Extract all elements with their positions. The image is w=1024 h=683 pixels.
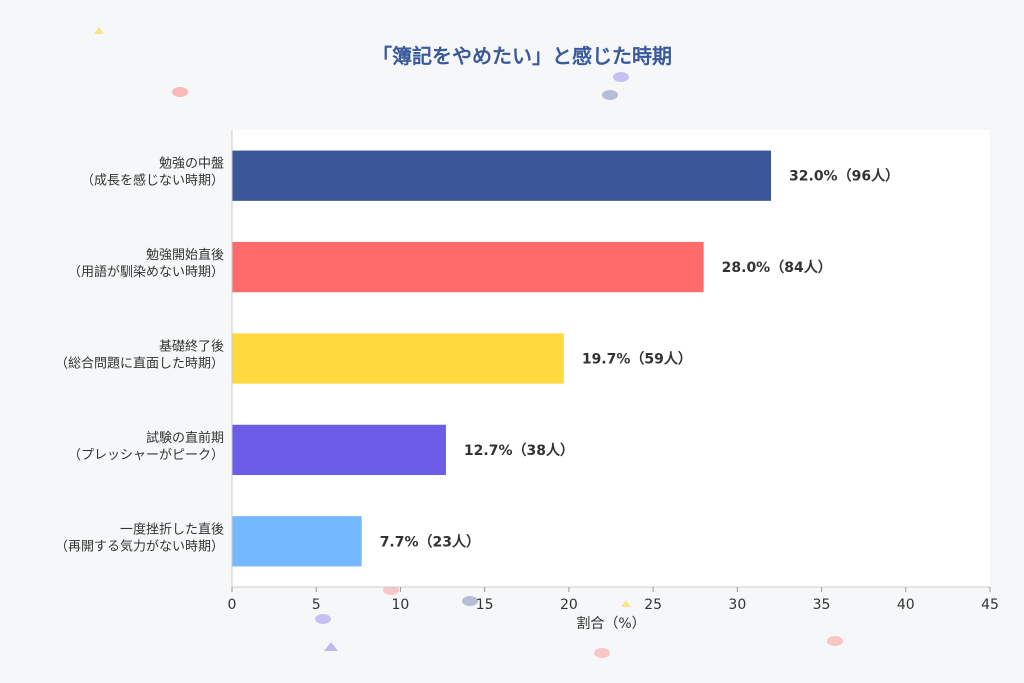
category-label: 勉強の中盤 (159, 157, 224, 172)
value-label: 28.0%（84人） (722, 259, 832, 276)
category-label: （総合問題に直面した時期） (55, 357, 224, 372)
value-label: 7.7%（23人） (380, 533, 480, 550)
bar (232, 424, 446, 476)
value-label: 12.7%（38人） (464, 442, 574, 459)
x-tick-label: 5 (312, 597, 321, 613)
category-label: 勉強開始直後 (146, 248, 224, 263)
bar (232, 150, 772, 201)
decoration-dot (613, 72, 629, 82)
decoration-dot (315, 614, 331, 624)
category-label: 一度挫折した直後 (120, 521, 224, 537)
decoration-triangle (324, 642, 338, 651)
x-tick-label: 0 (228, 597, 237, 613)
decoration-dot (462, 596, 478, 606)
bar (232, 333, 564, 384)
x-tick-label: 15 (476, 597, 494, 613)
x-tick-label: 45 (981, 597, 999, 613)
decoration-dot (172, 87, 188, 97)
decoration-dot (827, 636, 843, 646)
decorations (94, 27, 843, 658)
category-label: 基礎終了後 (159, 339, 224, 355)
bar (232, 516, 362, 567)
bars (232, 150, 772, 567)
x-tick-label: 30 (728, 597, 746, 613)
category-label: 試験の直前期 (146, 430, 224, 446)
decoration-dot (602, 90, 618, 100)
category-label: （プレッシャーがピーク） (68, 448, 224, 463)
category-labels: 勉強の中盤（成長を感じない時期） 勉強開始直後（用語が馴染めない時期） 基礎終了後 （… (55, 157, 224, 555)
x-axis-label: 割合（%） (576, 615, 645, 632)
bar (232, 241, 704, 293)
value-labels: 32.0%（96人） 28.0%（84人） 19.7%（59人） 12.7%（38人）… (380, 168, 899, 551)
x-tick-label: 25 (644, 597, 662, 613)
category-label: （成長を感じない時期） (81, 173, 224, 189)
x-ticks: 0 5 10 15 20 25 30 35 40 45 (228, 587, 999, 613)
x-tick-label: 40 (897, 597, 915, 613)
category-label: （再開する気力がない時期） (55, 538, 224, 554)
decoration-triangle (94, 27, 104, 34)
chart-title: 「簿記をやめたい」と感じた時期 (372, 44, 672, 68)
decoration-triangle (621, 600, 631, 607)
x-tick-label: 20 (560, 597, 578, 613)
category-label: （用語が馴染めない時期） (68, 264, 224, 280)
x-tick-label: 10 (392, 597, 410, 613)
x-tick-label: 35 (813, 597, 831, 613)
value-label: 32.0%（96人） (789, 168, 899, 185)
decoration-dot (594, 648, 610, 658)
value-label: 19.7%（59人） (582, 351, 692, 368)
